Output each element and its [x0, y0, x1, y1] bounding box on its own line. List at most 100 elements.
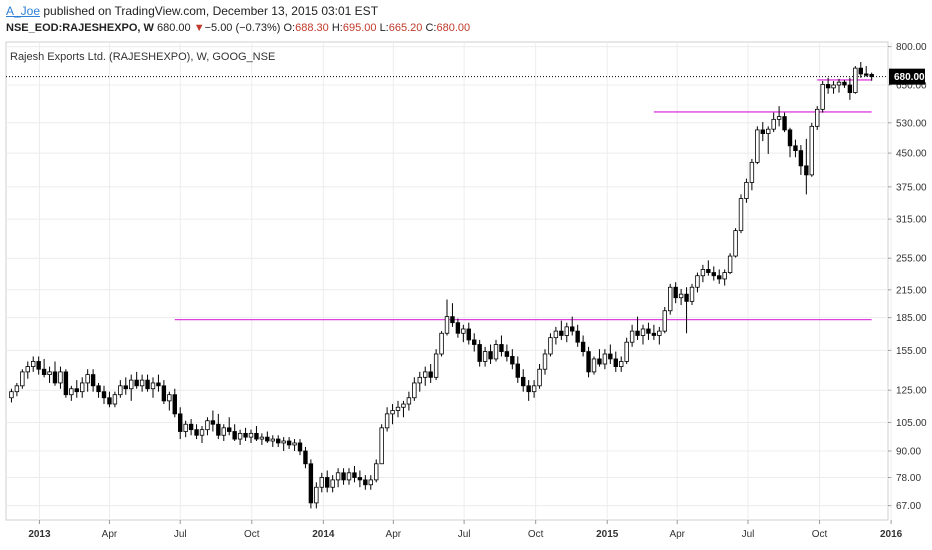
candle-up [237, 432, 243, 440]
candle-up [657, 330, 662, 336]
high-label: H: [331, 22, 343, 34]
candle-up [374, 463, 379, 481]
candle-up [809, 125, 814, 176]
y-tick-label: 215.00 [896, 285, 927, 296]
candle-up [47, 371, 52, 375]
candle-up [167, 394, 172, 402]
candle-down [52, 371, 58, 384]
candle-down [243, 432, 248, 438]
candle-down [488, 351, 493, 360]
candle-up [624, 341, 629, 362]
candle-up [346, 472, 352, 481]
candle-up [423, 371, 428, 378]
candle-down [706, 269, 711, 273]
candle-up [700, 269, 706, 277]
candle-up [602, 353, 608, 365]
candle-down [825, 84, 831, 89]
open-value: 688.30 [295, 22, 329, 34]
candle-up [668, 286, 673, 312]
candle-up [831, 84, 836, 89]
candle-down [325, 477, 330, 488]
candle-down [559, 330, 564, 336]
x-tick-label: Apr [386, 529, 402, 540]
candle-down [684, 293, 689, 302]
candle-down [787, 129, 793, 147]
y-tick-label: 78.00 [896, 473, 921, 484]
symbol-label: NSE_EOD:RAJESHEXPO, W [6, 22, 154, 34]
price-tag-label: 680.00 [894, 72, 925, 83]
candle-down [717, 275, 722, 280]
chart-header: A_Joe published on TradingView.com, Dece… [6, 2, 906, 36]
candle-down [74, 388, 79, 393]
y-tick-label: 105.00 [896, 418, 927, 429]
candle-up [733, 230, 738, 257]
candle-down [63, 371, 69, 396]
candle-down [363, 479, 368, 486]
candle-down [450, 316, 455, 324]
y-tick-label: 800.00 [896, 42, 927, 53]
candle-down [847, 84, 853, 93]
candle-down [101, 391, 107, 399]
candle-down [798, 150, 804, 167]
candle-down [123, 385, 128, 390]
candle-down [510, 356, 515, 365]
candle-down [308, 463, 314, 504]
candle-up [417, 376, 422, 384]
candle-down [276, 438, 281, 444]
candle-up [749, 161, 755, 183]
candle-down [90, 374, 96, 387]
candle-up [259, 436, 265, 440]
candle-up [853, 67, 858, 93]
x-tick-label: 2016 [880, 529, 903, 540]
candle-down [575, 330, 580, 343]
candle-down [303, 450, 308, 465]
published-text: published on TradingView.com, December 1… [40, 4, 379, 18]
candle-up [183, 423, 188, 432]
candle-up [25, 366, 30, 373]
candle-up [722, 272, 727, 280]
candle-up [368, 479, 373, 486]
y-tick-label: 255.00 [896, 254, 927, 265]
candle-up [619, 361, 624, 367]
y-tick-label: 90.00 [896, 447, 921, 458]
candle-up [744, 182, 749, 199]
candle-down [782, 116, 787, 131]
y-tick-label: 67.00 [896, 501, 921, 512]
close-value: 680.00 [436, 22, 471, 34]
candle-down [580, 341, 586, 352]
candle-up [205, 420, 210, 431]
candle-down [521, 376, 526, 387]
candle-up [80, 382, 85, 393]
candle-down [134, 379, 139, 387]
candle-down [210, 420, 216, 425]
ohlc-line: NSE_EOD:RAJESHEXPO, W 680.00 ▼−5.00 (−0.… [6, 20, 906, 36]
candle-up [270, 438, 275, 442]
x-tick-label: Apr [669, 529, 685, 540]
candle-down [96, 385, 101, 393]
candle-up [771, 118, 776, 130]
candle-down [254, 432, 259, 440]
candle-up [330, 479, 335, 488]
candle-up [401, 403, 406, 408]
candle-up [319, 477, 324, 488]
candle-up [553, 330, 559, 339]
candle-down [499, 344, 504, 352]
author-link[interactable]: A_Joe [6, 4, 41, 18]
candle-up [678, 293, 684, 299]
candle-down [472, 339, 477, 345]
x-tick-label: Apr [102, 529, 118, 540]
candle-down [178, 413, 183, 432]
x-tick-label: Oct [528, 529, 544, 540]
candle-down [869, 74, 874, 78]
candle-down [526, 385, 531, 393]
candle-up [776, 116, 782, 120]
candle-down [107, 397, 112, 405]
candle-down [161, 385, 167, 402]
x-tick-label: Oct [812, 529, 828, 540]
candle-up [836, 81, 842, 86]
candle-up [118, 385, 123, 396]
candle-down [760, 129, 765, 134]
candle-up [444, 316, 450, 334]
x-tick-label: Jul [458, 529, 471, 540]
